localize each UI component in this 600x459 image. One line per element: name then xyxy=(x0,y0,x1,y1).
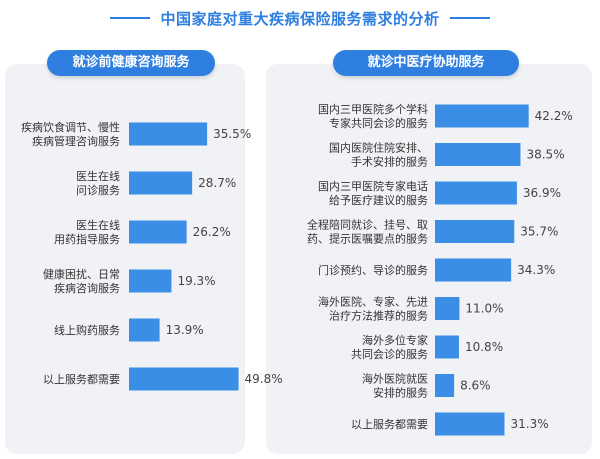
during-visit-category-label-3-0: 全程陪同就诊、挂号、取 xyxy=(307,218,428,232)
pre-visit-bar-4 xyxy=(129,318,160,342)
during-visit-category-label-6-0: 海外多位专家 xyxy=(362,333,428,347)
page-title: 中国家庭对重大疾病保险服务需求的分析 xyxy=(160,9,440,28)
pre-visit-category-label-1-1: 问诊服务 xyxy=(76,183,120,197)
pre-visit-bar-1 xyxy=(129,171,193,195)
pre-visit-bar-2 xyxy=(129,220,187,244)
during-visit-category-label-0-0: 国内三甲医院多个学科 xyxy=(318,102,428,116)
during-visit-category-label-6-1: 共同会诊的服务 xyxy=(351,347,428,361)
during-visit-category-label-3-1: 药、提示医嘱要点的服务 xyxy=(307,232,428,246)
pre-visit-category-label-2-1: 用药指导服务 xyxy=(54,232,120,246)
pre-visit-bar-3 xyxy=(129,269,172,293)
during-visit-category-label-1-1: 手术安排的服务 xyxy=(351,155,428,169)
during-visit-value-label-2: 36.9% xyxy=(523,186,561,200)
during-visit-category-label-7-0: 海外医院就医 xyxy=(362,372,428,386)
pre-visit-value-label-3: 19.3% xyxy=(177,274,215,288)
chart-title-during-visit: 就诊中医疗协助服务 xyxy=(333,50,519,76)
during-visit-category-label-5-1: 治疗方法推荐的服务 xyxy=(329,309,428,323)
during-visit-bar-7 xyxy=(435,374,455,397)
pre-visit-value-label-0: 35.5% xyxy=(213,127,251,141)
during-visit-value-label-5: 11.0% xyxy=(465,302,503,316)
pre-visit-category-label-3-1: 疾病咨询服务 xyxy=(54,281,120,295)
pre-visit-value-label-5: 49.8% xyxy=(245,372,283,386)
during-visit-bar-3 xyxy=(435,220,515,243)
pre-visit-category-label-5-0: 以上服务都需要 xyxy=(43,373,120,386)
during-visit-category-label-8-0: 以上服务都需要 xyxy=(351,418,428,431)
pre-visit-category-label-3-0: 健康困扰、日常 xyxy=(43,267,120,281)
during-visit-bar-4 xyxy=(435,258,512,282)
chart-title-pre-visit: 就诊前健康咨询服务 xyxy=(47,50,215,76)
during-visit-value-label-8: 31.3% xyxy=(510,417,548,431)
pre-visit-category-label-2-0: 医生在线 xyxy=(76,218,120,232)
during-visit-category-label-7-1: 安排的服务 xyxy=(373,386,428,400)
during-visit-category-label-5-0: 海外医院、专家、先进 xyxy=(318,295,428,309)
during-visit-value-label-3: 35.7% xyxy=(520,225,558,239)
during-visit-category-label-1-0: 国内医院住院安排、 xyxy=(329,141,428,155)
during-visit-value-label-6: 10.8% xyxy=(465,340,503,354)
during-visit-category-label-4-0: 门诊预约、导诊的服务 xyxy=(318,263,428,277)
pre-visit-category-label-4-0: 线上购药服务 xyxy=(54,323,120,337)
during-visit-bar-8 xyxy=(435,412,505,436)
pre-visit-category-label-0-1: 疾病管理咨询服务 xyxy=(32,134,120,148)
header: 中国家庭对重大疾病保险服务需求的分析 xyxy=(0,6,600,30)
title-right-rule xyxy=(449,17,490,19)
during-visit-value-label-1: 38.5% xyxy=(526,148,564,162)
during-visit-bar-5 xyxy=(435,297,460,320)
pre-visit-bar-5 xyxy=(129,367,239,391)
panel-during-visit xyxy=(266,64,592,454)
pre-visit-value-label-4: 13.9% xyxy=(166,323,204,337)
during-visit-category-label-0-1: 专家共同会诊的服务 xyxy=(329,116,428,130)
during-visit-bar-6 xyxy=(435,335,459,359)
title-left-rule xyxy=(110,17,151,19)
during-visit-value-label-4: 34.3% xyxy=(517,263,555,277)
during-visit-bar-0 xyxy=(435,104,529,128)
during-visit-category-label-2-0: 国内三甲医院专家电话 xyxy=(318,179,428,193)
pre-visit-value-label-2: 26.2% xyxy=(193,225,231,239)
during-visit-bar-1 xyxy=(435,143,521,166)
pre-visit-category-label-1-0: 医生在线 xyxy=(76,169,120,183)
pre-visit-bar-0 xyxy=(129,122,208,146)
during-visit-value-label-7: 8.6% xyxy=(460,379,491,393)
during-visit-value-label-0: 42.2% xyxy=(535,109,573,123)
pre-visit-category-label-0-0: 疾病饮食调节、慢性 xyxy=(21,120,120,134)
pre-visit-value-label-1: 28.7% xyxy=(198,176,236,190)
during-visit-bar-2 xyxy=(435,181,517,205)
during-visit-category-label-2-1: 给予医疗建议的服务 xyxy=(329,193,428,207)
